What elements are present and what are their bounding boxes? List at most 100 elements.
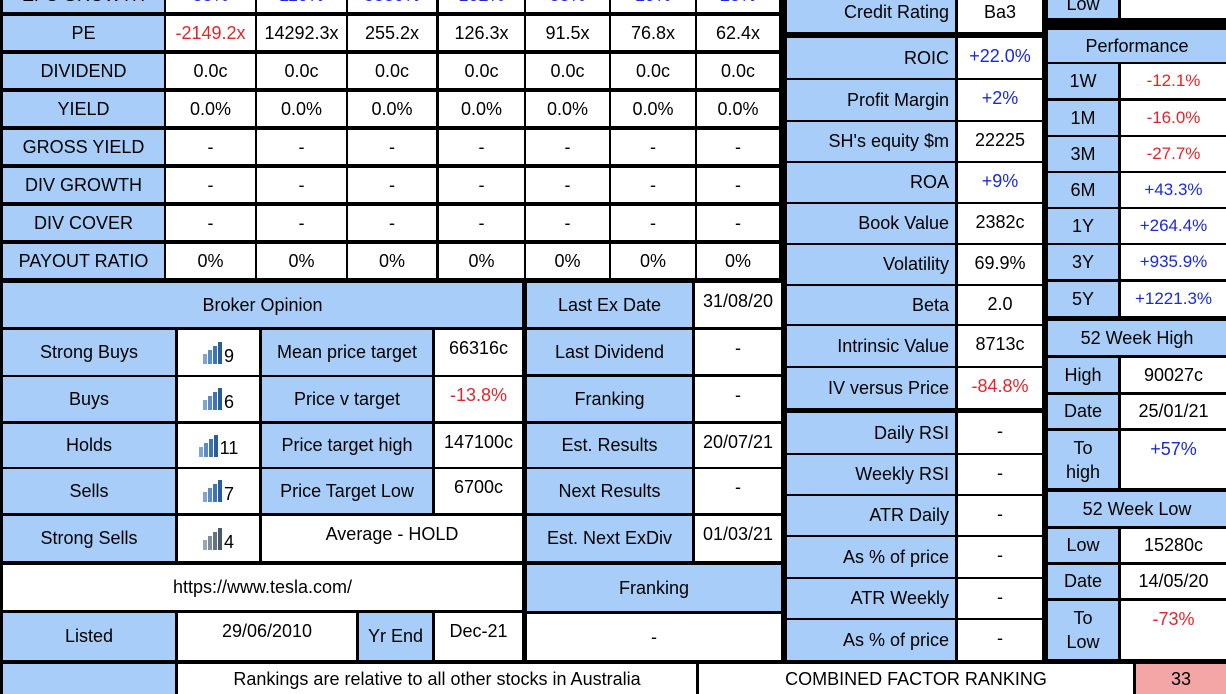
fundamental-value: -84.8% <box>958 368 1042 408</box>
technical-label: As % of price <box>787 620 955 660</box>
fundamental-value: 8713c <box>958 326 1042 366</box>
broker-metric-value: -13.8% <box>435 377 522 421</box>
yr-end-label: Yr End <box>359 613 432 660</box>
broker-count: 4 <box>223 532 234 552</box>
broker-row-label: Holds <box>3 424 175 467</box>
dividend-date-label: Est. Results <box>527 424 692 467</box>
valuation-cell: 0.0c <box>697 54 779 88</box>
week52-high-to-label: To high <box>1048 431 1118 488</box>
dividend-date-label: Est. Next ExDiv <box>527 516 692 561</box>
week52-low-label: Low <box>1048 529 1118 562</box>
broker-metric-label: Price target high <box>262 424 432 467</box>
to-high-label-line: high <box>1065 461 1101 482</box>
yr-end-value: Dec-21 <box>435 613 522 660</box>
broker-metric-value: 147100c <box>435 424 522 467</box>
valuation-cell: 0.0c <box>166 54 255 88</box>
valuation-row-label: DIV COVER <box>3 206 164 240</box>
dividend-date-value: - <box>695 330 781 374</box>
valuation-cell: - <box>439 130 524 164</box>
fundamental-label: ROA <box>787 163 955 202</box>
valuation-cell: - <box>611 168 695 202</box>
performance-title: Performance <box>1048 30 1226 62</box>
bar-chart-icon <box>202 527 222 550</box>
performance-period: 5Y <box>1048 282 1118 316</box>
performance-value: +43.3% <box>1121 173 1226 207</box>
performance-value: -16.0% <box>1121 101 1226 135</box>
broker-count-cell: 7 <box>178 469 259 513</box>
valuation-row-label: EPS GROWTH <box>3 0 164 12</box>
broker-metric-value: 6700c <box>435 469 522 513</box>
valuation-cell: 91.5x <box>526 16 609 50</box>
fundamental-label: Profit Margin <box>787 80 955 120</box>
dividend-date-label: Franking <box>527 377 692 421</box>
valuation-cell: - <box>697 130 779 164</box>
week52-high-value: 90027c <box>1121 358 1226 392</box>
technical-label: ATR Weekly <box>787 579 955 618</box>
week52-low-value: 15280c <box>1121 529 1226 562</box>
valuation-cell: - <box>257 168 346 202</box>
broker-count: 11 <box>219 438 239 458</box>
fundamental-label: ROIC <box>787 38 955 78</box>
fundamental-label: Volatility <box>787 245 955 284</box>
technical-value: - <box>958 455 1042 494</box>
technical-label: ATR Daily <box>787 496 955 535</box>
valuation-cell: 0% <box>257 244 346 278</box>
dividend-date-value: 01/03/21 <box>695 516 781 561</box>
combined-factor-value: 33 <box>1136 664 1226 694</box>
low-value-cell <box>1121 0 1226 18</box>
valuation-cell: 0.0c <box>526 54 609 88</box>
bar-chart-icon <box>202 480 222 502</box>
week52-high-label: High <box>1048 358 1118 392</box>
performance-period: 1Y <box>1048 209 1118 243</box>
valuation-row-label: PE <box>3 16 164 50</box>
valuation-cell: - <box>257 130 346 164</box>
performance-period: 6M <box>1048 173 1118 207</box>
broker-count-cell: 11 <box>178 424 259 467</box>
broker-metric-label: Price Target Low <box>262 469 432 513</box>
valuation-cell: 0% <box>611 244 695 278</box>
valuation-cell: 255.2x <box>348 16 436 50</box>
valuation-cell: 0.0% <box>348 92 436 126</box>
broker-count: 6 <box>223 392 234 412</box>
fundamental-value: +9% <box>958 163 1042 202</box>
week52-low-date-label: Date <box>1048 565 1118 598</box>
dividend-date-value: - <box>695 377 781 421</box>
fundamental-value: +2% <box>958 80 1042 120</box>
valuation-cell: - <box>257 206 346 240</box>
valuation-cell: 23% <box>697 0 779 12</box>
technical-value: - <box>958 537 1042 577</box>
valuation-cell: 110% <box>257 0 346 12</box>
broker-metric-label: Price v target <box>262 377 432 421</box>
valuation-cell: 0.0c <box>611 54 695 88</box>
fundamental-value: 2.0 <box>958 286 1042 324</box>
week52-low-to-label: To Low <box>1048 601 1118 659</box>
franking-value: - <box>527 614 781 660</box>
valuation-cell: 0% <box>526 244 609 278</box>
valuation-cell: - <box>348 130 436 164</box>
technical-value: - <box>958 579 1042 618</box>
performance-period: 3M <box>1048 137 1118 171</box>
low-label: Low <box>1048 0 1118 18</box>
valuation-cell: -2149.2x <box>166 16 255 50</box>
valuation-row-label: YIELD <box>3 92 164 126</box>
fundamental-label: Beta <box>787 286 955 324</box>
valuation-cell: - <box>526 206 609 240</box>
valuation-row-label: PAYOUT RATIO <box>3 244 164 278</box>
credit-rating-value: Ba3 <box>958 0 1042 32</box>
performance-period: 1M <box>1048 101 1118 135</box>
fundamental-label: SH's equity $m <box>787 122 955 161</box>
dividend-date-label: Last Dividend <box>527 330 692 374</box>
fundamental-value: 69.9% <box>958 245 1042 284</box>
valuation-cell: - <box>166 130 255 164</box>
bar-chart-icon <box>202 388 222 410</box>
valuation-cell: - <box>439 206 524 240</box>
week52-high-date-value: 25/01/21 <box>1121 395 1226 428</box>
valuation-cell: - <box>697 168 779 202</box>
franking-header: Franking <box>527 565 781 611</box>
week52-high-to-value: +57% <box>1121 431 1226 488</box>
valuation-cell: - <box>697 206 779 240</box>
dividend-date-value: 20/07/21 <box>695 424 781 467</box>
valuation-cell: - <box>166 206 255 240</box>
performance-period: 1W <box>1048 64 1118 98</box>
